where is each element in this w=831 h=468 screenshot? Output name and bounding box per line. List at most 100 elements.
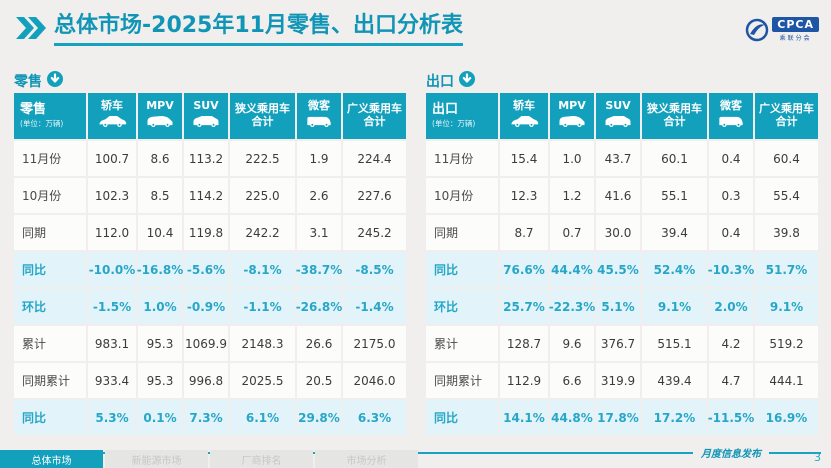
footer-tab-1[interactable]: 新能源市场 (105, 450, 208, 468)
table-cell: 112.0 (88, 215, 136, 250)
table-cell: -10.0% (88, 252, 136, 287)
row-label: 同比 (426, 400, 498, 435)
table-cell: 52.4% (642, 252, 707, 287)
table-cell: 6.1% (230, 400, 295, 435)
section-title: 零售 (14, 74, 42, 90)
row-label: 同比 (14, 252, 86, 287)
table-cell: 14.1% (500, 400, 548, 435)
microvan-icon (716, 113, 746, 132)
unit-label: (单位：万辆) (20, 119, 64, 129)
table-cell: 9.1% (642, 289, 707, 324)
export-table-section: 出口 出口 (单位：万辆) 轿车 MPV SUV 狭义乘用车 合计 (426, 70, 818, 435)
tables-area: 零售 零售 (单位：万辆) 轿车 MPV SUV 狭义乘用车 合计 (14, 70, 818, 435)
table-cell: 996.8 (184, 363, 228, 398)
corner-cell: 出口 (单位：万辆) (426, 93, 498, 139)
table-cell: 4.2 (709, 326, 753, 361)
footer-tab-3[interactable]: 市场分析 (315, 450, 418, 468)
cpca-emblem-icon (746, 18, 769, 41)
table-cell: 2175.0 (343, 326, 406, 361)
footer-rule-line-short (769, 451, 821, 454)
sedan-icon (509, 113, 539, 132)
table-cell: 222.5 (230, 141, 295, 176)
down-arrow-circle-icon (47, 71, 63, 91)
table-cell: 5.3% (88, 400, 136, 435)
footer-tab-0[interactable]: 总体市场 (0, 450, 103, 468)
table-cell: 225.0 (230, 178, 295, 213)
column-label: 狭义乘用车 合计 (235, 102, 290, 128)
table-cell: 5.1% (596, 289, 640, 324)
table-cell: 8.6 (138, 141, 182, 176)
section-label: 出口 (426, 70, 818, 92)
column-header: 微客 (297, 93, 341, 139)
double-chevron-icon (16, 17, 46, 39)
table-cell: 119.8 (184, 215, 228, 250)
table-cell: 60.4 (755, 141, 818, 176)
table-cell: 2148.3 (230, 326, 295, 361)
table-cell: 17.2% (642, 400, 707, 435)
column-label: 广义乘用车 合计 (347, 102, 402, 128)
mpv-icon (557, 113, 587, 132)
table-cell: 933.4 (88, 363, 136, 398)
table-cell: 30.0 (596, 215, 640, 250)
table-cell: 25.7% (500, 289, 548, 324)
column-label: SUV (193, 99, 219, 113)
down-arrow-circle-icon (459, 71, 475, 91)
column-header: 狭义乘用车 合计 (642, 93, 707, 139)
unit-label: (单位：万辆) (432, 119, 476, 129)
table-cell: 1.9 (297, 141, 341, 176)
column-header: MPV (550, 93, 594, 139)
row-label: 累计 (426, 326, 498, 361)
table-cell: 45.5% (596, 252, 640, 287)
row-label: 环比 (426, 289, 498, 324)
table-cell: 245.2 (343, 215, 406, 250)
table-cell: 43.7 (596, 141, 640, 176)
footer-tab-2[interactable]: 厂商排名 (210, 450, 313, 468)
column-header: SUV (596, 93, 640, 139)
table-cell: 55.4 (755, 178, 818, 213)
column-label: 微客 (308, 99, 330, 113)
table-cell: -10.3% (708, 252, 754, 287)
table-cell: -38.7% (296, 252, 342, 287)
cpca-logo: CPCA 乘联分会 (745, 17, 819, 42)
sedan-icon (97, 113, 127, 132)
table-cell: 376.7 (596, 326, 640, 361)
footer-tab-bar: 总体市场 新能源市场 厂商排名 市场分析 (0, 450, 418, 468)
table-cell: 128.7 (500, 326, 548, 361)
table-cell: 2.6 (297, 178, 341, 213)
table-cell: 4.7 (709, 363, 753, 398)
table-cell: 0.4 (709, 141, 753, 176)
table-body: 11月份 15.4 1.0 43.7 60.1 0.4 60.4 10月份 12.3 1.2 41.… (426, 141, 818, 435)
table-cell: 444.1 (755, 363, 818, 398)
suv-icon (603, 113, 633, 132)
row-label: 10月份 (426, 178, 498, 213)
row-label: 累计 (14, 326, 86, 361)
footer-note: 月度信息发布 (701, 449, 761, 460)
corner-title: 零售 (20, 102, 47, 118)
table-cell: -16.8% (137, 252, 183, 287)
table-cell: 29.8% (297, 400, 341, 435)
column-header: 广义乘用车 合计 (755, 93, 818, 139)
column-label: 轿车 (101, 99, 123, 113)
table-cell: 1.0 (550, 141, 594, 176)
column-header: 轿车 (88, 93, 136, 139)
table-cell: 1.2 (550, 178, 594, 213)
table-cell: 10.4 (138, 215, 182, 250)
table-cell: 95.3 (138, 363, 182, 398)
table-cell: 26.6 (297, 326, 341, 361)
table-cell: 9.1% (755, 289, 818, 324)
table-cell: 9.6 (550, 326, 594, 361)
column-header: 轿车 (500, 93, 548, 139)
table-cell: -22.3% (549, 289, 595, 324)
column-label: MPV (558, 99, 586, 113)
table-cell: 2025.5 (230, 363, 295, 398)
table-cell: 1.0% (138, 289, 182, 324)
slide-header: 总体市场-2025年11月零售、出口分析表 CPCA 乘联分会 (16, 13, 819, 47)
table-cell: 439.4 (642, 363, 707, 398)
page-title: 总体市场-2025年11月零售、出口分析表 (54, 13, 463, 47)
mpv-icon (145, 113, 175, 132)
table-cell: 60.1 (642, 141, 707, 176)
table-cell: 0.1% (138, 400, 182, 435)
table-cell: 8.7 (500, 215, 548, 250)
column-label: 轿车 (513, 99, 535, 113)
table-cell: -1.1% (230, 289, 295, 324)
